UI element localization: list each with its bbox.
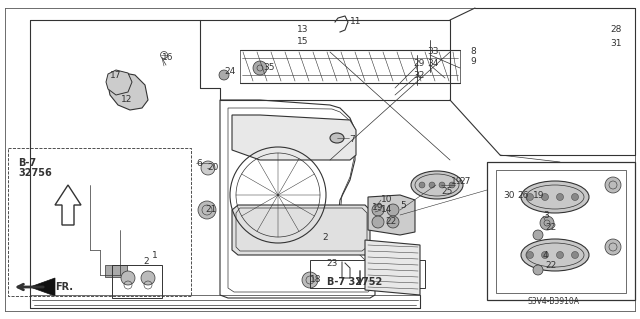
Text: 21: 21 [205, 204, 216, 213]
Polygon shape [232, 115, 356, 160]
Circle shape [557, 194, 563, 201]
Text: 28: 28 [610, 26, 621, 34]
Polygon shape [108, 72, 148, 110]
Circle shape [302, 272, 318, 288]
Text: 18: 18 [310, 276, 321, 285]
Text: 15: 15 [297, 38, 308, 47]
Text: 5: 5 [400, 202, 406, 211]
Polygon shape [365, 240, 420, 295]
Bar [112, 265, 162, 298]
Text: 10: 10 [381, 196, 392, 204]
Text: 8: 8 [470, 48, 476, 56]
Text: 33: 33 [427, 48, 438, 56]
Text: 2: 2 [322, 233, 328, 241]
Text: 26: 26 [517, 191, 529, 201]
Circle shape [533, 265, 543, 275]
Text: 19: 19 [533, 191, 545, 201]
Circle shape [121, 271, 135, 285]
Circle shape [527, 194, 534, 201]
Text: 19: 19 [451, 176, 463, 186]
Text: 13: 13 [297, 26, 308, 34]
Text: 14: 14 [381, 205, 392, 214]
Polygon shape [30, 278, 55, 296]
Text: 2: 2 [143, 256, 148, 265]
Circle shape [387, 216, 399, 228]
Bar [310, 260, 425, 288]
Text: 1: 1 [152, 251, 157, 261]
Circle shape [419, 182, 425, 188]
Circle shape [387, 204, 399, 216]
Circle shape [533, 230, 543, 240]
Circle shape [372, 216, 384, 228]
Text: 22: 22 [545, 224, 556, 233]
Ellipse shape [521, 239, 589, 271]
Text: 35: 35 [263, 63, 275, 72]
Text: 30: 30 [503, 191, 515, 201]
Text: 9: 9 [470, 57, 476, 66]
Bar [105, 265, 127, 277]
Text: 20: 20 [207, 164, 218, 173]
Bar [487, 162, 635, 300]
Circle shape [527, 251, 534, 258]
Polygon shape [232, 205, 370, 255]
Polygon shape [106, 70, 132, 95]
Circle shape [449, 182, 455, 188]
Text: 7: 7 [349, 135, 355, 144]
Ellipse shape [330, 133, 344, 143]
Text: 11: 11 [350, 18, 362, 26]
Text: 34: 34 [427, 60, 438, 69]
Circle shape [201, 161, 215, 175]
Bar [496, 170, 626, 293]
Circle shape [572, 194, 579, 201]
Circle shape [540, 216, 554, 230]
Ellipse shape [411, 171, 463, 199]
Text: 6: 6 [196, 159, 202, 167]
Circle shape [219, 70, 229, 80]
Circle shape [198, 201, 216, 219]
Text: B-7: B-7 [18, 158, 36, 168]
Text: 27: 27 [459, 176, 470, 186]
Polygon shape [368, 195, 415, 235]
Text: 32756: 32756 [18, 168, 52, 178]
Circle shape [429, 182, 435, 188]
Text: 22: 22 [545, 261, 556, 270]
Text: FR.: FR. [55, 282, 73, 292]
Circle shape [557, 251, 563, 258]
Circle shape [605, 239, 621, 255]
Text: 31: 31 [610, 40, 621, 48]
Ellipse shape [521, 181, 589, 213]
Text: 17: 17 [110, 71, 122, 80]
Circle shape [541, 194, 548, 201]
Text: 25: 25 [441, 187, 452, 196]
Text: 16: 16 [162, 54, 173, 63]
Text: 22: 22 [385, 217, 396, 226]
Circle shape [372, 204, 384, 216]
Circle shape [253, 61, 267, 75]
Text: 24: 24 [224, 66, 236, 76]
Text: S3V4-B3910A: S3V4-B3910A [528, 298, 580, 307]
Text: 29: 29 [413, 60, 424, 69]
Circle shape [572, 251, 579, 258]
Text: 32: 32 [413, 71, 424, 80]
Text: 4: 4 [543, 250, 548, 259]
Circle shape [439, 182, 445, 188]
Text: 23: 23 [326, 258, 337, 268]
Text: 12: 12 [121, 95, 132, 105]
Text: 3: 3 [543, 211, 548, 220]
Circle shape [541, 251, 548, 258]
Bar [8, 148, 191, 296]
Text: 19: 19 [372, 204, 383, 212]
Circle shape [141, 271, 155, 285]
Text: B-7 32752: B-7 32752 [328, 277, 383, 287]
Circle shape [605, 177, 621, 193]
